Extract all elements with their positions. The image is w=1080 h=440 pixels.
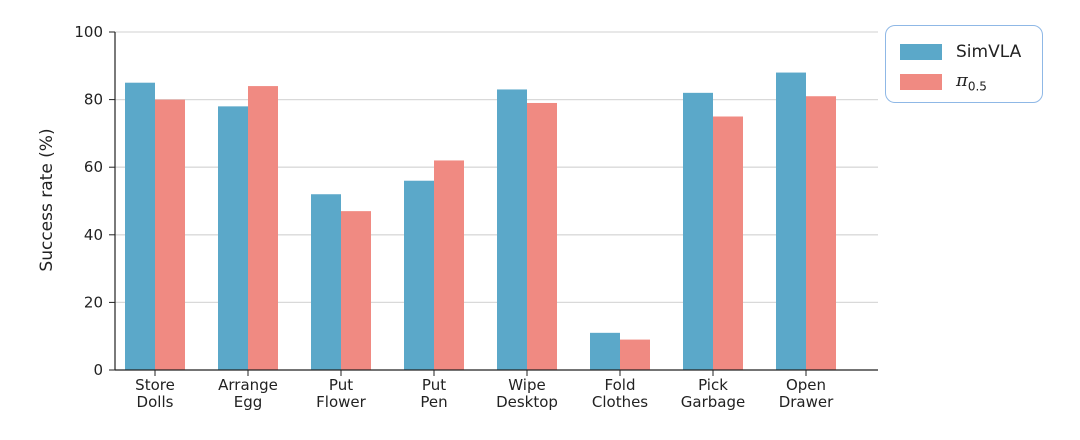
x-tick-label: Garbage — [681, 393, 745, 411]
bar-simvla — [590, 332, 620, 370]
x-tick-label: Arrange — [218, 376, 278, 394]
bar-pi05 — [620, 339, 650, 370]
x-tick-label: Open — [786, 376, 826, 394]
legend-item-pi05: π0.5 — [900, 70, 987, 94]
x-tick-label: Store — [135, 376, 175, 394]
x-tick-labels: StoreDollsArrangeEggPutFlowerPutPenWipeD… — [135, 370, 834, 411]
bar-simvla — [404, 180, 434, 370]
bar-pi05 — [155, 99, 185, 370]
bar-pi05 — [527, 102, 557, 370]
x-tick-label: Put — [422, 376, 446, 394]
axes — [114, 32, 878, 371]
x-tick-label: Put — [329, 376, 353, 394]
x-tick-label: Flower — [316, 393, 366, 411]
x-tick-label: Drawer — [779, 393, 834, 411]
bar-simvla — [311, 194, 341, 370]
bar-simvla — [497, 89, 527, 371]
x-tick-label: Clothes — [592, 393, 648, 411]
bar-simvla — [683, 92, 713, 370]
legend-pi-subscript: 0.5 — [967, 79, 987, 94]
y-tick-label: 20 — [84, 293, 103, 311]
bar-pi05 — [806, 96, 836, 370]
bar-simvla — [218, 106, 248, 371]
bar-pi05 — [434, 160, 464, 370]
y-tick-label: 100 — [74, 23, 103, 41]
bar-pi05 — [341, 211, 371, 370]
bar-pi05 — [713, 116, 743, 370]
y-tick-label: 0 — [93, 361, 103, 379]
legend: SimVLA π0.5 — [885, 25, 1043, 103]
legend-label-simvla: SimVLA — [956, 42, 1022, 62]
legend-swatch-pi05 — [900, 74, 942, 90]
x-tick-label: Desktop — [496, 393, 558, 411]
bars — [125, 72, 836, 371]
y-tick-label: 80 — [84, 91, 103, 109]
x-tick-label: Dolls — [137, 393, 174, 411]
x-tick-label: Wipe — [508, 376, 545, 394]
legend-item-simvla: SimVLA — [900, 41, 1021, 63]
x-tick-label: Pick — [698, 376, 728, 394]
y-tick-label: 40 — [84, 226, 103, 244]
legend-label-pi05: π0.5 — [956, 70, 987, 93]
bar-pi05 — [248, 86, 278, 370]
bar-simvla — [776, 72, 806, 370]
y-tick-labels: 0 20 40 60 80 100 — [74, 23, 115, 379]
legend-pi-symbol: π — [956, 70, 968, 92]
y-axis-label: Success rate (%) — [37, 128, 57, 271]
x-tick-label: Pen — [420, 393, 447, 411]
y-tick-label: 60 — [84, 158, 103, 176]
x-tick-label: Fold — [605, 376, 636, 394]
bar-simvla — [125, 82, 155, 370]
legend-swatch-simvla — [900, 44, 942, 60]
x-tick-label: Egg — [234, 393, 263, 411]
